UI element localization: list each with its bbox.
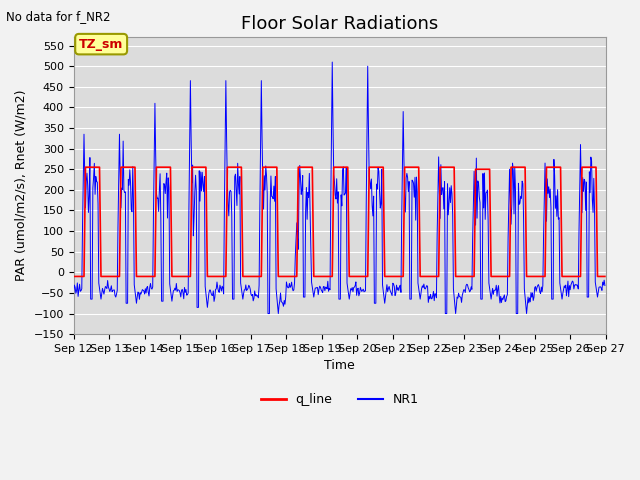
q_line <box>420 274 428 279</box>
q_line <box>404 164 412 170</box>
NR1 <box>601 283 609 288</box>
q_line <box>82 164 90 170</box>
q_line <box>601 274 609 279</box>
NR1 <box>70 289 77 295</box>
Title: Floor Solar Radiations: Floor Solar Radiations <box>241 15 438 33</box>
q_line <box>79 274 87 279</box>
NR1 <box>79 178 87 183</box>
q_line <box>217 274 225 279</box>
NR1 <box>134 289 142 295</box>
q_line <box>70 274 77 279</box>
Legend: q_line, NR1: q_line, NR1 <box>256 388 424 411</box>
NR1 <box>420 286 428 291</box>
Text: TZ_sm: TZ_sm <box>79 37 124 50</box>
Line: q_line: q_line <box>74 167 605 276</box>
X-axis label: Time: Time <box>324 360 355 372</box>
Text: No data for f_NR2: No data for f_NR2 <box>6 10 111 23</box>
NR1 <box>405 179 413 184</box>
NR1 <box>216 282 224 288</box>
NR1 <box>264 311 272 316</box>
q_line <box>135 274 143 279</box>
Y-axis label: PAR (umol/m2/s), Rnet (W/m2): PAR (umol/m2/s), Rnet (W/m2) <box>15 90 28 281</box>
NR1 <box>328 59 336 65</box>
NR1 <box>188 180 196 186</box>
Line: NR1: NR1 <box>74 62 605 313</box>
q_line <box>189 164 196 170</box>
